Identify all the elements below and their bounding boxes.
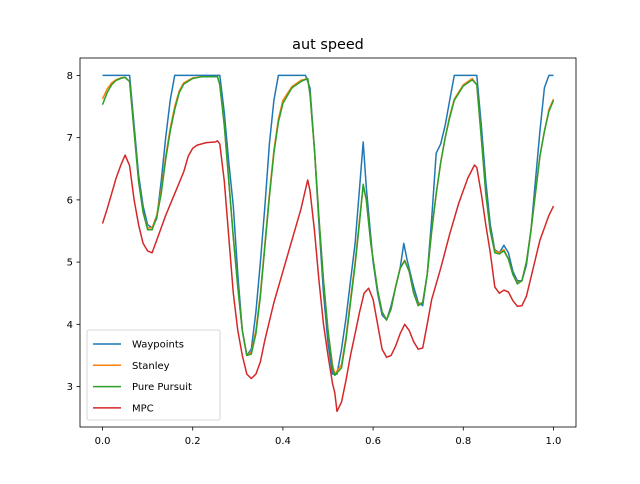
x-axis: 0.0 0.2 0.4 0.6 0.8 1.0 bbox=[95, 427, 562, 447]
y-tick-label: 4 bbox=[67, 320, 73, 331]
legend-label: MPC bbox=[132, 404, 154, 415]
y-axis: 3 4 5 6 7 8 bbox=[67, 71, 80, 393]
y-tick-label: 8 bbox=[67, 71, 73, 82]
x-tick-label: 0.8 bbox=[455, 436, 471, 447]
legend-box bbox=[86, 329, 221, 421]
y-tick-label: 6 bbox=[67, 195, 73, 206]
x-tick-label: 0.0 bbox=[95, 436, 111, 447]
y-tick-label: 5 bbox=[67, 258, 73, 269]
chart-title: aut speed bbox=[292, 37, 364, 53]
legend-label: Stanley bbox=[132, 361, 170, 372]
legend-label: Waypoints bbox=[132, 340, 184, 351]
series-line-waypoints bbox=[102, 74, 554, 375]
x-tick-label: 1.0 bbox=[546, 436, 562, 447]
y-tick-label: 3 bbox=[67, 382, 73, 393]
series-line-pure-pursuit bbox=[101, 75, 555, 377]
x-tick-label: 0.4 bbox=[275, 436, 291, 447]
legend: Waypoints Stanley Pure Pursuit MPC bbox=[86, 329, 221, 421]
axes-frame bbox=[79, 57, 577, 428]
legend-label: Pure Pursuit bbox=[132, 382, 192, 393]
x-tick-label: 0.6 bbox=[365, 436, 381, 447]
plot-area bbox=[101, 74, 555, 413]
y-tick-label: 7 bbox=[67, 133, 73, 144]
series-line-mpc bbox=[101, 140, 555, 413]
x-tick-label: 0.2 bbox=[185, 436, 201, 447]
